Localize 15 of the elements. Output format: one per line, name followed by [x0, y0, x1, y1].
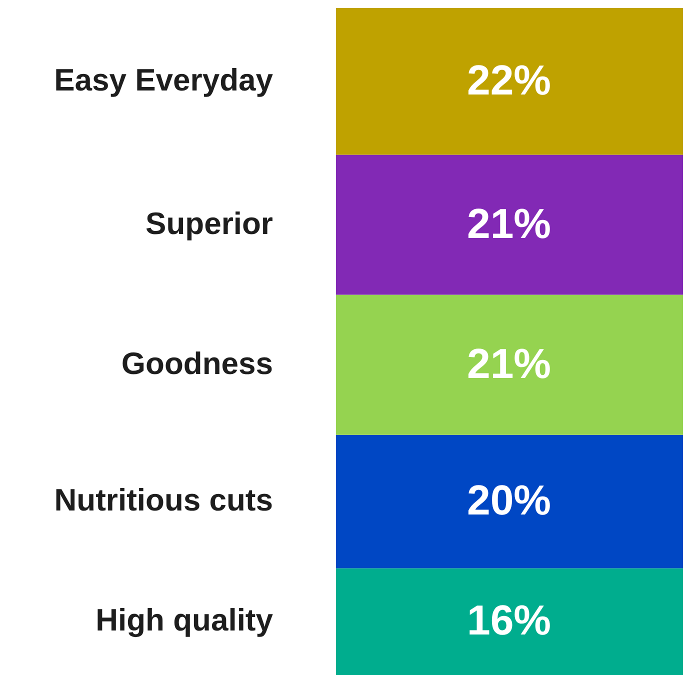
bar [336, 434, 683, 568]
text: Easy Everyday [54, 62, 274, 98]
data-label: 21% [466, 200, 552, 247]
bar [336, 8, 683, 155]
data-label: 21% [466, 340, 552, 387]
text: Nutritious cuts [54, 482, 273, 518]
data-label: 20% [466, 476, 552, 524]
data-label: 22% [466, 56, 552, 104]
text: Goodness [121, 346, 273, 381]
bar [336, 568, 683, 675]
text: Superior [146, 206, 273, 241]
data-label: 16% [466, 596, 552, 644]
bar [336, 294, 683, 435]
bar [336, 154, 683, 295]
text: High quality [96, 602, 274, 638]
